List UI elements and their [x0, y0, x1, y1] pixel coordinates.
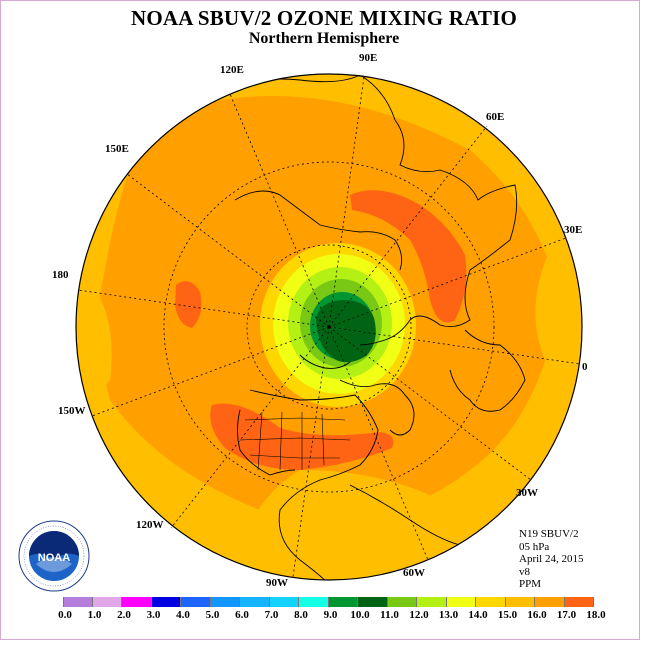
colorbar-tick-label: 4.0: [176, 609, 190, 621]
colorbar-tick-label: 7.0: [264, 609, 279, 621]
lon-label-120w: 120W: [136, 519, 164, 531]
coast-europe: [449, 329, 526, 412]
colorbar-tick-label: 17.0: [556, 609, 577, 621]
colorbar-tick-label: 5.0: [205, 609, 220, 621]
lon-label-180: 180: [52, 269, 69, 281]
lon-label-30w: 30W: [516, 487, 538, 499]
coast-atlantic: [349, 484, 461, 546]
meridian-150e: [126, 173, 330, 328]
info-date: April 24, 2015: [519, 553, 584, 565]
colorbar-tick-label: 3.0: [146, 609, 161, 621]
lon-label-120e: 120E: [220, 64, 244, 76]
info-version: v8: [519, 565, 530, 578]
colorbar-tick-label: 11.0: [380, 609, 399, 621]
lon-label-30e: 30E: [564, 224, 582, 236]
lon-label-90w: 90W: [266, 577, 288, 589]
coast-siberia: [234, 190, 403, 271]
lon-label-60w: 60W: [403, 567, 425, 579]
colorbar-tick-label: 12.0: [409, 609, 429, 621]
colorbar-swatch: [269, 597, 299, 607]
meridian-150w: [91, 326, 330, 417]
colorbar-swatch: [328, 597, 358, 607]
meridian-90e: [328, 76, 365, 328]
colorbar-tick-label: 6.0: [235, 609, 249, 621]
coast-north-america: [249, 389, 379, 580]
logo-ring-text: [23, 525, 85, 587]
info-level: 05 hPa: [519, 540, 550, 553]
colorbar-tick-label: 14.0: [468, 609, 488, 621]
coast-arctic-islands: [299, 354, 351, 369]
colorbar-swatch: [122, 597, 152, 607]
colorbar-ticks: 0.0 1.0 2.0 3.0 4.0 5.0 6.0 7.0 8.0 9.0 10.0 11.0 12…: [0, 609, 648, 623]
contour-16-17-pacific: [175, 281, 202, 328]
lon-label-90e: 90E: [359, 52, 377, 64]
graticule: [77, 76, 581, 578]
longitude-labels: 90E 60E 30E 0 30W 60W 90W 120W 150W 180 …: [52, 52, 588, 589]
lon-label-60e: 60E: [486, 111, 504, 123]
colorbar-swatch: [476, 597, 506, 607]
colorbar-tick-label: 8.0: [294, 609, 308, 621]
noaa-logo: NOAA: [18, 520, 90, 592]
lon-label-150w: 150W: [58, 405, 86, 417]
meridian-120e: [229, 93, 330, 328]
colorbar-tick-label: 0.0: [58, 609, 72, 621]
colorbar-swatch: [446, 597, 476, 607]
lon-label-150e: 150E: [105, 143, 129, 155]
colorbar-tick-label: 9.0: [323, 609, 338, 621]
us-state-lines: [239, 411, 351, 471]
meridian-180: [77, 289, 330, 328]
colorbar-swatch: [417, 597, 447, 607]
colorbar-swatch: [387, 597, 417, 607]
colorbar-swatch: [181, 597, 211, 607]
colorbar-swatch: [240, 597, 270, 607]
colorbar-tick-label: 18.0: [586, 609, 606, 621]
page-frame: [0, 0, 640, 640]
colorbar-swatch: [210, 597, 240, 607]
colorbar-tick-label: 13.0: [438, 609, 459, 621]
colorbar-swatch: [63, 597, 93, 607]
info-satellite: N19 SBUV/2: [519, 528, 579, 540]
colorbar-tick-label: 10.0: [350, 609, 370, 621]
meridian-60w: [328, 326, 429, 561]
colorbar-tick-label: 16.0: [527, 609, 547, 621]
coast-us-west: [237, 409, 296, 476]
colorbar-swatch: [564, 597, 594, 607]
info-units: PPM: [519, 578, 542, 590]
map-boundary: [75, 73, 583, 581]
colorbar-swatch: [358, 597, 388, 607]
colorbar-swatch: [299, 597, 329, 607]
ozone-field: [76, 74, 582, 580]
page-subtitle: Northern Hemisphere: [248, 30, 400, 47]
meridian-90w: [292, 326, 330, 578]
colorbar-swatch: [92, 597, 122, 607]
meridian-0: [328, 326, 581, 365]
lat-circle-30n: [163, 161, 495, 493]
colorbar-swatch: [535, 597, 565, 607]
coast-greenland: [339, 379, 415, 436]
meridian-30w: [328, 326, 532, 481]
page-title: NOAA SBUV/2 OZONE MIXING RATIO: [131, 6, 517, 30]
colorbar-swatch: [505, 597, 535, 607]
lon-label-0: 0: [582, 361, 588, 373]
colorbar: [63, 597, 594, 607]
lat-circle-60n: [246, 244, 412, 410]
logo-text: NOAA: [38, 552, 70, 564]
colorbar-tick-label: 2.0: [117, 609, 131, 621]
colorbar-tick-label: 15.0: [497, 609, 518, 621]
colorbar-tick-label: 1.0: [87, 609, 102, 621]
meridian-30e: [328, 237, 567, 328]
product-info: N19 SBUV/2 05 hPa April 24, 2015 v8 PPM: [519, 528, 583, 591]
contour-16-17-asia: [350, 190, 467, 323]
colorbar-swatch: [151, 597, 181, 607]
